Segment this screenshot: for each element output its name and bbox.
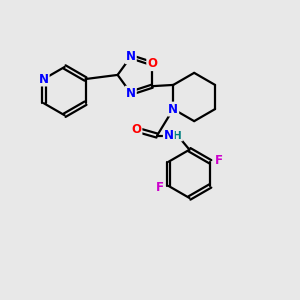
Text: H: H bbox=[173, 130, 182, 141]
Text: F: F bbox=[156, 181, 164, 194]
Text: O: O bbox=[147, 57, 157, 70]
Text: F: F bbox=[214, 154, 223, 167]
Text: N: N bbox=[39, 73, 49, 85]
Text: N: N bbox=[164, 129, 174, 142]
Text: N: N bbox=[168, 103, 178, 116]
Text: N: N bbox=[126, 50, 136, 63]
Text: O: O bbox=[131, 123, 142, 136]
Text: N: N bbox=[126, 87, 136, 100]
